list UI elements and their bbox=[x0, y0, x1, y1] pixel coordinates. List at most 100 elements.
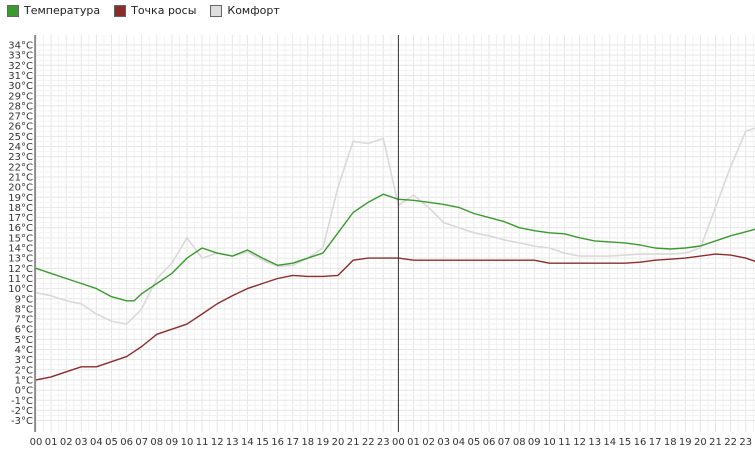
x-tick-label: 08 bbox=[150, 437, 163, 448]
series-lines bbox=[35, 127, 755, 381]
legend-label-dew-point: Точка росы bbox=[131, 4, 197, 17]
y-tick-label: 25°C bbox=[8, 132, 33, 143]
legend-label-comfort: Комфорт bbox=[227, 4, 280, 17]
x-tick-label: 18 bbox=[664, 437, 677, 448]
y-tick-label: 7°C bbox=[15, 315, 33, 326]
y-axis-ticks: 34°C33°C32°C31°C30°C29°C28°C27°C26°C25°C… bbox=[8, 41, 33, 428]
y-tick-label: 0°C bbox=[15, 386, 33, 397]
legend-item-temperature[interactable]: Температура bbox=[7, 4, 100, 17]
y-tick-label: 11°C bbox=[8, 274, 33, 285]
y-tick-label: 4°C bbox=[15, 345, 33, 356]
x-tick-label: 11 bbox=[558, 437, 571, 448]
x-tick-label: 19 bbox=[679, 437, 692, 448]
x-tick-label: 19 bbox=[317, 437, 330, 448]
y-tick-label: 15°C bbox=[8, 233, 33, 244]
x-tick-label: 04 bbox=[452, 437, 465, 448]
x-tick-label: 21 bbox=[347, 437, 360, 448]
y-tick-label: 13°C bbox=[8, 254, 33, 265]
y-tick-label: 27°C bbox=[8, 112, 33, 123]
x-tick-label: 07 bbox=[135, 437, 148, 448]
x-tick-label: 11 bbox=[196, 437, 209, 448]
legend-swatch-dew-point bbox=[114, 4, 127, 17]
y-tick-label: 3°C bbox=[15, 355, 33, 366]
x-tick-label: 14 bbox=[603, 437, 616, 448]
y-tick-label: 12°C bbox=[8, 264, 33, 275]
y-tick-label: 31°C bbox=[8, 71, 33, 82]
x-tick-label: 00 bbox=[392, 437, 405, 448]
x-tick-label: 01 bbox=[407, 437, 420, 448]
x-tick-label: 17 bbox=[286, 437, 299, 448]
y-tick-label: 1°C bbox=[15, 375, 33, 386]
legend: Температура Точка росы Комфорт bbox=[7, 4, 280, 17]
grid bbox=[35, 35, 755, 432]
y-tick-label: 10°C bbox=[8, 284, 33, 295]
y-tick-label: -2°C bbox=[11, 406, 33, 417]
y-tick-label: 30°C bbox=[8, 81, 33, 92]
y-tick-label: -3°C bbox=[11, 416, 33, 427]
y-tick-label: 17°C bbox=[8, 213, 33, 224]
x-tick-label: 01 bbox=[45, 437, 58, 448]
legend-label-temperature: Температура bbox=[24, 4, 101, 17]
y-tick-label: 8°C bbox=[15, 304, 33, 315]
y-tick-label: 14°C bbox=[8, 244, 33, 255]
series-line-comfort bbox=[35, 127, 755, 325]
x-tick-label: 23 bbox=[377, 437, 390, 448]
x-tick-label: 06 bbox=[483, 437, 496, 448]
legend-item-dew-point[interactable]: Точка росы bbox=[114, 4, 196, 17]
x-tick-label: 23 bbox=[739, 437, 752, 448]
x-tick-label: 06 bbox=[120, 437, 133, 448]
series-line-dew-point bbox=[35, 253, 755, 381]
y-tick-label: 24°C bbox=[8, 142, 33, 153]
y-tick-label: 22°C bbox=[8, 162, 33, 173]
y-tick-label: 9°C bbox=[15, 294, 33, 305]
x-tick-label: 20 bbox=[694, 437, 707, 448]
y-tick-label: 33°C bbox=[8, 51, 33, 62]
x-tick-label: 12 bbox=[573, 437, 586, 448]
x-tick-label: 04 bbox=[90, 437, 103, 448]
x-tick-label: 08 bbox=[513, 437, 526, 448]
x-tick-label: 14 bbox=[241, 437, 254, 448]
x-tick-label: 16 bbox=[634, 437, 647, 448]
y-tick-label: 16°C bbox=[8, 223, 33, 234]
y-tick-label: 19°C bbox=[8, 193, 33, 204]
x-axis-ticks: 00 01 02 03 04 05 06 07 08 09 10 11 12 13 14 15 16 17 18 19… bbox=[30, 437, 752, 448]
y-tick-label: 29°C bbox=[8, 91, 33, 102]
x-tick-label: 10 bbox=[543, 437, 556, 448]
x-tick-label: 02 bbox=[60, 437, 73, 448]
x-tick-label: 21 bbox=[709, 437, 722, 448]
legend-swatch-comfort bbox=[210, 4, 223, 17]
y-tick-label: 6°C bbox=[15, 325, 33, 336]
x-tick-label: 03 bbox=[437, 437, 450, 448]
x-tick-label: 17 bbox=[649, 437, 662, 448]
y-tick-label: 2°C bbox=[15, 365, 33, 376]
x-tick-label: 22 bbox=[362, 437, 375, 448]
x-tick-label: 03 bbox=[75, 437, 88, 448]
y-tick-label: 26°C bbox=[8, 122, 33, 133]
y-tick-label: -1°C bbox=[11, 396, 33, 407]
x-tick-label: 18 bbox=[301, 437, 314, 448]
x-tick-label: 22 bbox=[724, 437, 737, 448]
y-tick-label: 34°C bbox=[8, 41, 33, 52]
legend-item-comfort[interactable]: Комфорт bbox=[210, 4, 280, 17]
x-tick-label: 05 bbox=[468, 437, 481, 448]
legend-swatch-temperature bbox=[7, 4, 19, 17]
series-line-temperature bbox=[35, 193, 755, 302]
x-tick-label: 09 bbox=[528, 437, 541, 448]
x-tick-label: 07 bbox=[498, 437, 511, 448]
y-tick-label: 5°C bbox=[15, 335, 33, 346]
x-tick-label: 13 bbox=[588, 437, 601, 448]
x-tick-label: 15 bbox=[256, 437, 269, 448]
x-tick-label: 20 bbox=[332, 437, 345, 448]
y-tick-label: 28°C bbox=[8, 101, 33, 112]
x-tick-label: 13 bbox=[226, 437, 239, 448]
y-tick-label: 23°C bbox=[8, 152, 33, 163]
x-tick-label: 10 bbox=[181, 437, 194, 448]
x-tick-label: 16 bbox=[271, 437, 284, 448]
x-tick-label: 02 bbox=[422, 437, 435, 448]
y-tick-label: 32°C bbox=[8, 61, 33, 72]
x-tick-label: 15 bbox=[619, 437, 632, 448]
y-tick-label: 21°C bbox=[8, 172, 33, 183]
x-tick-label: 05 bbox=[105, 437, 118, 448]
x-tick-label: 09 bbox=[166, 437, 179, 448]
